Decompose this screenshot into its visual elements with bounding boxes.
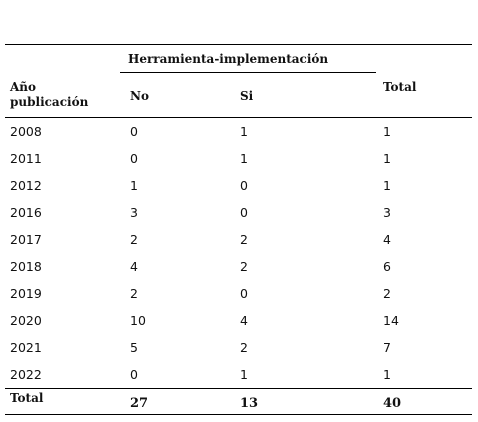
- rule: [5, 388, 472, 389]
- cell: 1: [383, 178, 391, 193]
- total-label: Total: [10, 391, 44, 405]
- cell: 4: [240, 313, 248, 328]
- rule: [5, 414, 472, 415]
- cell: 0: [130, 151, 138, 166]
- cell: 2: [240, 340, 248, 355]
- row-label: 2016: [10, 205, 42, 220]
- row-label: 2011: [10, 151, 42, 166]
- cell: 6: [383, 259, 391, 274]
- cell: 1: [383, 124, 391, 139]
- cell: 0: [240, 205, 248, 220]
- rule: [5, 117, 472, 118]
- cell: 2: [130, 286, 138, 301]
- rule: [5, 44, 472, 45]
- cell: 0: [130, 367, 138, 382]
- cell: 1: [130, 178, 138, 193]
- group-header: Herramienta-implementación: [128, 52, 329, 66]
- rule: [120, 72, 376, 73]
- cell: 5: [130, 340, 138, 355]
- cell: 0: [240, 178, 248, 193]
- row-label: 2022: [10, 367, 42, 382]
- cell: 4: [130, 259, 138, 274]
- row-label: 2017: [10, 232, 42, 247]
- cell: 3: [130, 205, 138, 220]
- row-label: 2012: [10, 178, 42, 193]
- cell: 2: [240, 232, 248, 247]
- cell: 2: [130, 232, 138, 247]
- total-cell: 13: [240, 396, 259, 411]
- column-header: Año publicación: [10, 80, 89, 109]
- cell: 1: [383, 367, 391, 382]
- cell: 2: [383, 286, 391, 301]
- row-label: 2021: [10, 340, 42, 355]
- cell: 7: [383, 340, 391, 355]
- cell: 3: [383, 205, 391, 220]
- cell: 1: [240, 151, 248, 166]
- cell: 2: [240, 259, 248, 274]
- column-header: No: [130, 89, 149, 103]
- cell: 0: [240, 286, 248, 301]
- column-header: Total: [383, 80, 417, 94]
- cell: 10: [130, 313, 146, 328]
- cell: 1: [240, 367, 248, 382]
- cell: 1: [240, 124, 248, 139]
- total-cell: 27: [130, 396, 149, 411]
- row-label: 2018: [10, 259, 42, 274]
- cell: 1: [383, 151, 391, 166]
- cell: 4: [383, 232, 391, 247]
- column-header: Si: [240, 89, 254, 103]
- cell: 0: [130, 124, 138, 139]
- row-label: 2019: [10, 286, 42, 301]
- total-cell: 40: [383, 396, 402, 411]
- cell: 14: [383, 313, 399, 328]
- row-label: 2008: [10, 124, 42, 139]
- row-label: 2020: [10, 313, 42, 328]
